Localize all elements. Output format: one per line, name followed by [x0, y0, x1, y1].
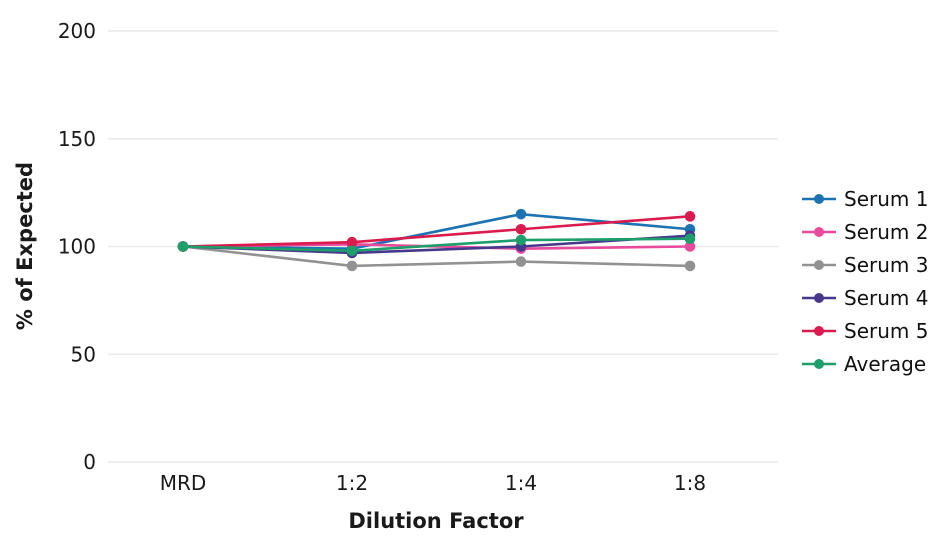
- legend-label: Serum 1: [844, 187, 929, 211]
- legend-label: Average: [844, 352, 927, 376]
- series-marker-average: [177, 241, 189, 252]
- y-tick-label: 100: [58, 235, 96, 259]
- series-line-serum-3: [182, 245, 691, 268]
- legend-label: Serum 5: [844, 319, 929, 343]
- x-tick-label: MRD: [160, 471, 207, 495]
- legend-line-marker-icon: [802, 194, 836, 204]
- y-tick-label: 0: [83, 450, 96, 474]
- series-marker-average: [684, 233, 696, 245]
- series-marker-serum-5: [346, 236, 358, 248]
- legend-line-marker-icon: [802, 293, 836, 303]
- series-marker-serum-3: [346, 260, 358, 272]
- x-tick-label: 1:8: [674, 471, 706, 495]
- legend-item-average: Average: [801, 352, 928, 376]
- series-marker-serum-5: [515, 223, 527, 235]
- series-line-average: [182, 237, 691, 253]
- series-line-serum-5: [182, 215, 691, 248]
- legend-dot: [814, 260, 824, 270]
- legend-dot: [814, 359, 824, 369]
- series-marker-average: [515, 234, 527, 246]
- legend-item-serum-1: Serum 1: [801, 187, 928, 211]
- x-tick-label: 1:2: [336, 471, 368, 495]
- series-marker-serum-2: [684, 241, 696, 252]
- legend-dot: [814, 227, 824, 237]
- y-axis-title: % of Expected: [13, 161, 37, 331]
- y-tick-label: 150: [58, 127, 96, 151]
- legend-label: Serum 3: [844, 253, 929, 277]
- chart-legend: Serum 1 Serum 2 Serum 3 Serum 4 Serum 5 Avera…: [801, 187, 928, 376]
- legend-label: Serum 2: [844, 220, 929, 244]
- series-marker-average: [346, 245, 358, 257]
- legend-line-marker-icon: [802, 260, 836, 270]
- y-tick-label: 200: [58, 19, 96, 43]
- x-tick-label: 1:4: [505, 471, 537, 495]
- legend-item-serum-5: Serum 5: [801, 319, 928, 343]
- legend-line-marker-icon: [802, 359, 836, 369]
- legend-item-serum-2: Serum 2: [801, 220, 928, 244]
- x-axis-title: Dilution Factor: [348, 509, 524, 533]
- series-marker-serum-3: [684, 260, 696, 272]
- legend-item-serum-3: Serum 3: [801, 253, 928, 277]
- series-marker-serum-3: [515, 256, 527, 267]
- legend-dot: [814, 326, 824, 336]
- series-marker-serum-5: [684, 211, 696, 222]
- legend-dot: [814, 194, 824, 204]
- legend-label: Serum 4: [844, 286, 929, 310]
- series-marker-serum-1: [515, 208, 527, 220]
- legend-line-marker-icon: [802, 326, 836, 336]
- legend-item-serum-4: Serum 4: [801, 286, 928, 310]
- legend-dot: [814, 293, 824, 303]
- legend-line-marker-icon: [802, 227, 836, 237]
- y-tick-label: 50: [71, 342, 96, 366]
